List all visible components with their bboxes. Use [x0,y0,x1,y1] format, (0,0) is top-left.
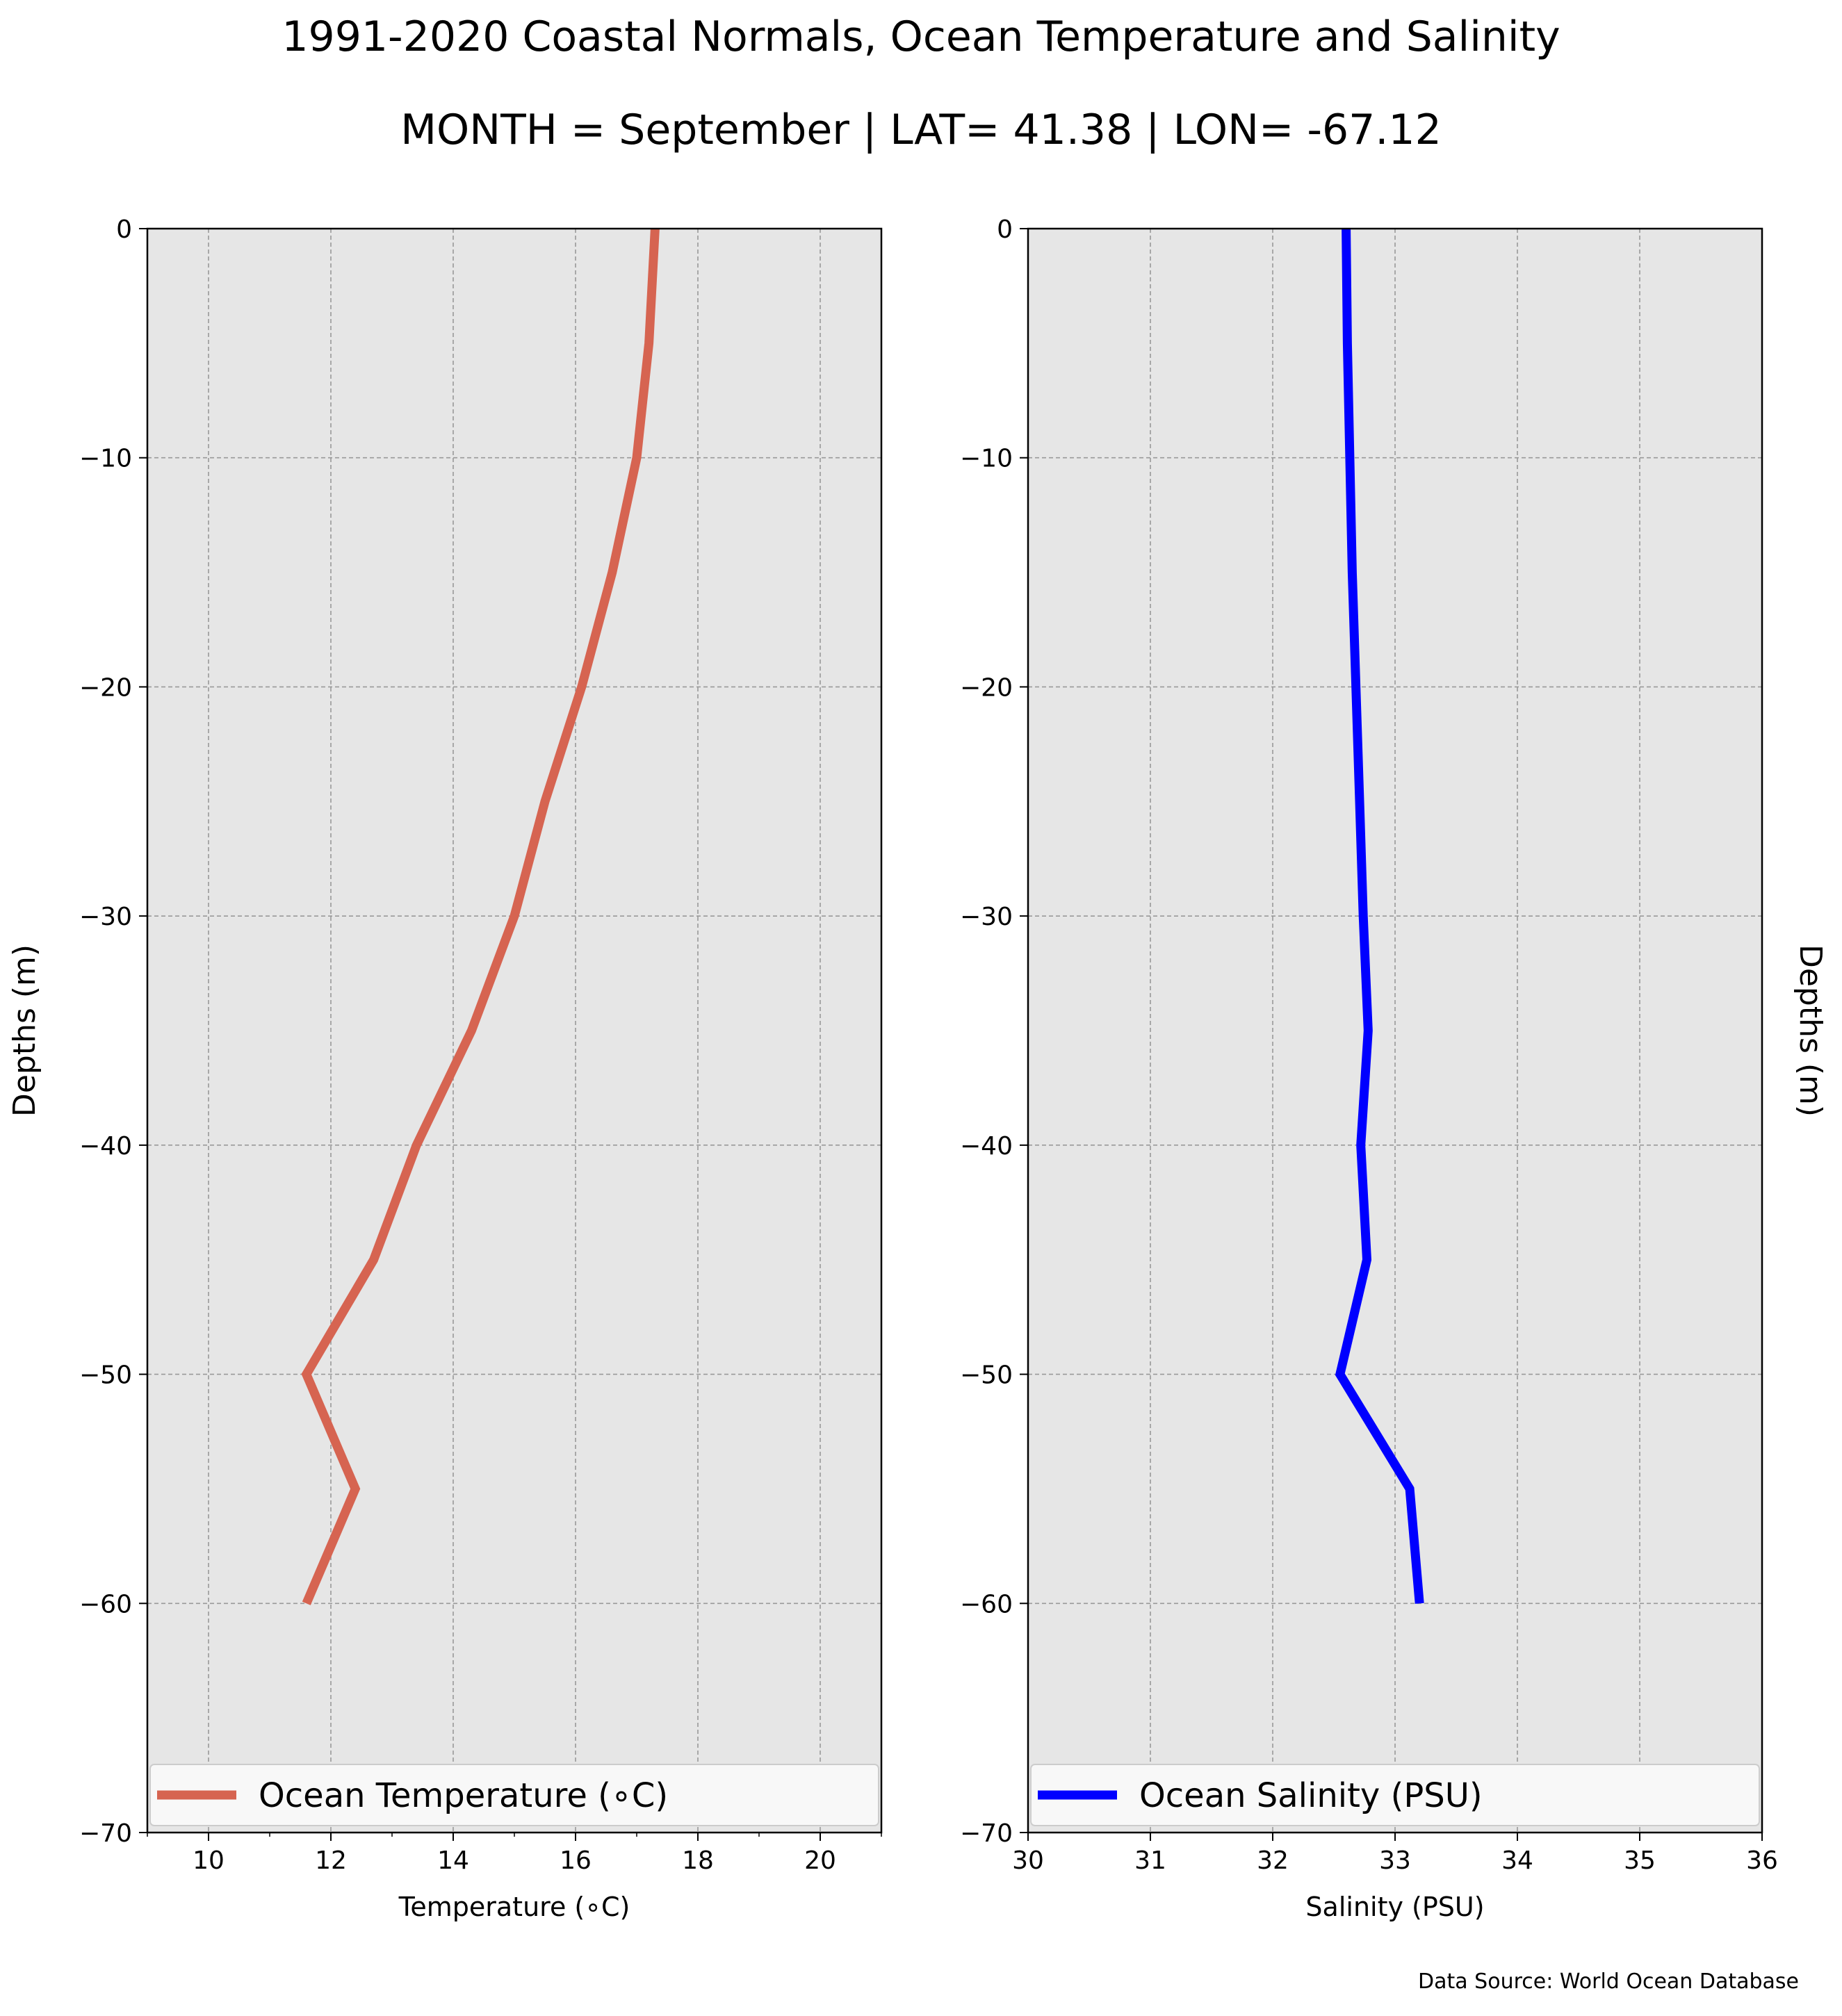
axes-frame [146,227,883,1834]
x-tick-label: 14 [437,1846,469,1875]
y-tick-label: 0 [116,215,132,244]
y-tick-label: −60 [79,1590,132,1618]
x-tick-label: 34 [1501,1846,1533,1875]
y-tick-label: −70 [960,1819,1013,1848]
y-tick-label: −30 [960,903,1013,931]
axes-frame [1027,227,1763,1834]
y-axis-label: Depths (m) [7,944,42,1117]
series-line [301,228,660,1605]
y-tick-label: −70 [79,1819,132,1848]
y-tick-label: −10 [79,445,132,473]
x-tick-label: 31 [1134,1846,1166,1875]
plot-area [147,229,881,1833]
legend-box [149,1764,879,1826]
legend-label: Ocean Temperature (∘C) [259,1776,668,1815]
chart-title: 1991-2020 Coastal Normals, Ocean Tempera… [282,13,1560,61]
x-tick-label: 12 [315,1846,347,1875]
plot-area [1028,229,1762,1833]
x-tick-label: 30 [1012,1846,1044,1875]
y-tick-label: −60 [960,1590,1013,1618]
y-tick-label: −40 [960,1132,1013,1161]
x-axis-label: Salinity (PSU) [1305,1892,1484,1922]
legend-label: Ocean Salinity (PSU) [1139,1776,1483,1815]
legend-box [1030,1764,1760,1826]
x-tick-label: 32 [1257,1846,1289,1875]
x-tick-label: 10 [193,1846,225,1875]
y-tick-label: −50 [79,1361,132,1390]
y-tick-label: −30 [79,903,132,931]
y-tick-label: −50 [960,1361,1013,1390]
y-tick-label: −10 [960,445,1013,473]
legend: Ocean Salinity (PSU) [1030,1764,1760,1826]
y-tick-label: −20 [960,673,1013,702]
x-tick-label: 16 [560,1846,592,1875]
y-tick-label: −20 [79,673,132,702]
x-axis-label: Temperature (∘C) [398,1892,630,1922]
y-tick-label: 0 [997,215,1013,244]
y-tick-label: −40 [79,1132,132,1161]
chart-subtitle: MONTH = September | LAT= 41.38 | LON= -6… [400,106,1442,154]
x-tick-label: 18 [682,1846,714,1875]
x-tick-label: 35 [1624,1846,1656,1875]
x-tick-label: 33 [1379,1846,1411,1875]
series-line [1335,228,1424,1604]
data-source-note: Data Source: World Ocean Database [1418,1969,1799,1994]
x-tick-label: 20 [804,1846,836,1875]
x-tick-label: 36 [1746,1846,1778,1875]
y-axis-label: Depths (m) [1793,944,1828,1117]
legend: Ocean Temperature (∘C) [149,1764,879,1826]
